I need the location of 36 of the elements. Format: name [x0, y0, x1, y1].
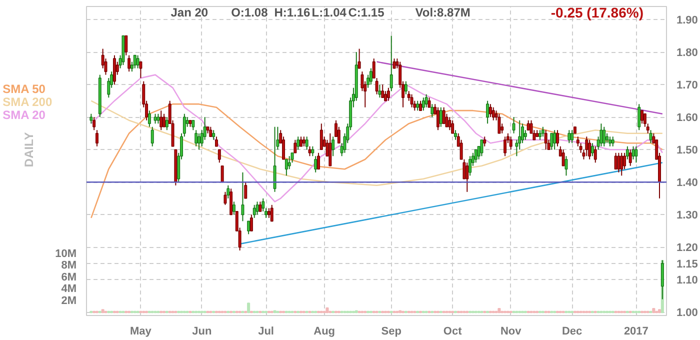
annotation: Vol:8.87M	[415, 5, 470, 20]
x-tick-label: Oct	[443, 326, 462, 338]
y-tick-label: 1.00	[676, 307, 698, 320]
y-tick-label: 1.90	[676, 14, 698, 27]
text: SMA 20	[2, 108, 46, 122]
y-tick-label: 1.20	[676, 242, 698, 254]
x-tick-label: Aug	[314, 326, 336, 338]
y-tick-label: 1.80	[676, 47, 698, 60]
annotation: O:1.08	[231, 5, 268, 20]
y2-tick-label: 10M	[55, 248, 77, 260]
annotation: C:1.15	[348, 5, 385, 20]
y2-tick-label: 2M	[61, 294, 76, 307]
y-tick-label: 1.40	[676, 177, 698, 190]
x-tick-label: Dec	[562, 326, 582, 338]
y-tick-label: 1.10	[676, 274, 698, 287]
annotation: H:1.16	[274, 5, 311, 20]
y2-tick-label: 6M	[61, 271, 76, 284]
y-tick-label: 1.30	[676, 210, 698, 222]
x-tick-label: Jun	[192, 326, 212, 338]
y2-tick-label: 4M	[61, 283, 76, 296]
annotation: -0.25 (17.86%)	[550, 4, 644, 20]
text: DAILY	[22, 132, 36, 168]
annotation: Jan 20	[170, 5, 208, 20]
y-tick-label: 1.60	[676, 112, 698, 124]
y-tick-label: 1.50	[676, 144, 698, 157]
x-tick-label: 2017	[624, 326, 648, 338]
annotation: L:1.04	[312, 5, 347, 20]
y-tick-label: 1.15	[676, 258, 698, 270]
y-tick-label: 1.70	[676, 80, 698, 92]
x-tick-label: Nov	[500, 326, 522, 338]
text: SMA 50	[2, 82, 46, 96]
y2-tick-label: 8M	[61, 260, 76, 272]
x-tick-label: May	[130, 326, 152, 338]
text: SMA 200	[2, 94, 52, 109]
x-tick-label: Jul	[258, 326, 274, 338]
x-tick-label: Sep	[381, 326, 402, 338]
